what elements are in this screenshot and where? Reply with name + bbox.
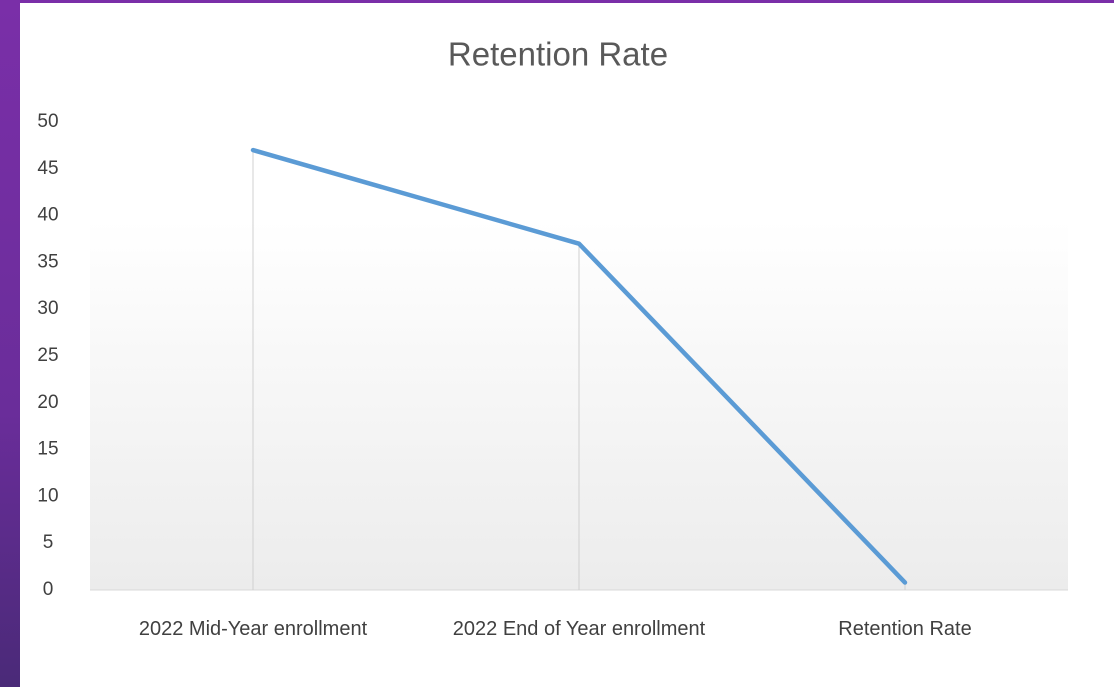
chart-title: Retention Rate	[448, 36, 668, 73]
data-line	[250, 147, 908, 585]
y-tick-label: 15	[37, 439, 58, 460]
y-tick-label: 0	[43, 579, 54, 600]
y-tick-label: 35	[37, 251, 58, 272]
y-tick-label: 45	[37, 158, 58, 179]
y-tick-label: 20	[37, 392, 58, 413]
y-tick-label: 5	[43, 532, 54, 553]
x-tick-label: 2022 End of Year enrollment	[452, 618, 706, 640]
y-tick-label: 40	[37, 205, 58, 226]
x-tick-label: 2022 Mid-Year enrollment	[138, 618, 368, 640]
x-tick-label: Retention Rate	[838, 618, 972, 640]
y-tick-label: 25	[37, 345, 58, 366]
y-tick-label: 50	[37, 111, 58, 132]
y-tick-label: 10	[37, 485, 58, 506]
y-tick-label: 30	[37, 298, 58, 319]
